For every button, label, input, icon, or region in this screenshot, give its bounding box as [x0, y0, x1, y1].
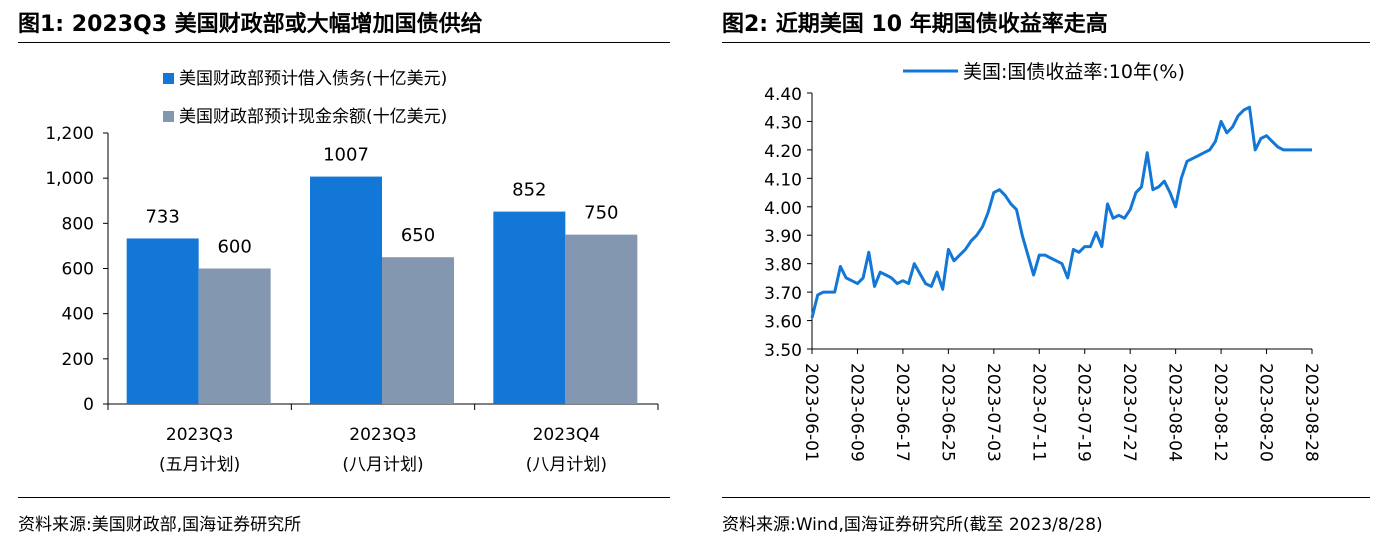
line-y-tick-label: 4.00	[764, 199, 802, 219]
line-x-tick-label: 2023-07-19	[1074, 363, 1094, 462]
bar-data-label: 852	[512, 180, 546, 201]
line-legend-label: 美国:国债收益率:10年(%)	[963, 61, 1185, 83]
bar-category-label: 2023Q3	[166, 425, 233, 445]
bar-y-tick-label: 0	[83, 395, 94, 415]
bar-data-label: 650	[401, 225, 435, 246]
line-x-tick-label: 2023-06-01	[801, 363, 821, 462]
bar-data-label: 1007	[323, 145, 369, 166]
bar-y-tick-label: 1,200	[45, 124, 94, 144]
yield-series-line	[810, 105, 1312, 319]
left-source-note: 资料来源:美国财政部,国海证券研究所	[18, 515, 302, 535]
bar-y-tick-label: 600	[62, 260, 94, 280]
line-x-tick-label: 2023-07-27	[1119, 363, 1139, 462]
left-source-rule	[18, 497, 670, 498]
line-x-tick-label: 2023-08-28	[1301, 363, 1321, 462]
line-x-tick-label: 2023-08-12	[1210, 363, 1230, 462]
bar-borrowing-0	[126, 238, 199, 404]
line-x-tick-label: 2023-06-09	[846, 363, 866, 462]
line-y-tick-label: 3.50	[764, 341, 802, 361]
line-x-tick-label: 2023-07-11	[1028, 363, 1048, 462]
line-x-tick-label: 2023-06-25	[937, 363, 957, 462]
bar-category-sublabel: (五月计划)	[159, 455, 240, 475]
bar-legend-label-1: 美国财政部预计现金余额(十亿美元)	[179, 107, 447, 127]
bar-cash-balance-0	[198, 268, 271, 404]
bar-y-tick-label: 1,000	[45, 169, 94, 189]
bar-cash-balance-2	[565, 234, 638, 404]
line-y-tick-label: 3.90	[764, 227, 802, 247]
right-title-rule	[722, 42, 1370, 43]
line-y-tick-label: 4.20	[764, 142, 802, 162]
bar-y-tick-label: 200	[62, 350, 94, 370]
line-y-tick-label: 4.40	[764, 85, 802, 105]
bar-data-label: 750	[584, 203, 618, 224]
right-source-rule	[722, 497, 1370, 498]
bar-y-tick-label: 800	[62, 214, 94, 234]
bar-category-label: 2023Q3	[349, 425, 416, 445]
line-y-tick-label: 3.60	[764, 313, 802, 333]
bar-borrowing-1	[310, 176, 382, 404]
line-y-tick-label: 4.10	[764, 170, 802, 190]
bar-category-sublabel: (八月计划)	[342, 455, 423, 475]
line-x-tick-label: 2023-08-20	[1256, 363, 1276, 462]
bar-data-label: 600	[217, 237, 251, 258]
bar-y-tick-label: 400	[62, 305, 94, 325]
line-x-tick-label: 2023-07-03	[983, 363, 1003, 462]
bar-legend-swatch-0	[163, 73, 174, 84]
bar-data-label: 733	[145, 206, 179, 227]
bar-category-label: 2023Q4	[533, 425, 600, 445]
line-x-tick-label: 2023-06-17	[892, 363, 912, 462]
right-figure-title: 图2: 近期美国 10 年期国债收益率走高	[722, 12, 1108, 37]
left-figure-title: 图1: 2023Q3 美国财政部或大幅增加国债供给	[18, 12, 483, 37]
right-source-note: 资料来源:Wind,国海证券研究所(截至 2023/8/28)	[722, 515, 1103, 535]
line-y-tick-label: 4.30	[764, 113, 802, 133]
bar-category-sublabel: (八月计划)	[526, 455, 607, 475]
bar-borrowing-2	[493, 211, 566, 404]
bar-legend-label-0: 美国财政部预计借入债务(十亿美元)	[179, 69, 447, 89]
left-title-rule	[18, 42, 670, 43]
bar-cash-balance-1	[382, 257, 454, 404]
line-y-tick-label: 3.70	[764, 284, 802, 304]
bar-legend-swatch-1	[163, 111, 174, 122]
line-x-tick-label: 2023-08-04	[1165, 363, 1185, 462]
line-y-tick-label: 3.80	[764, 256, 802, 276]
